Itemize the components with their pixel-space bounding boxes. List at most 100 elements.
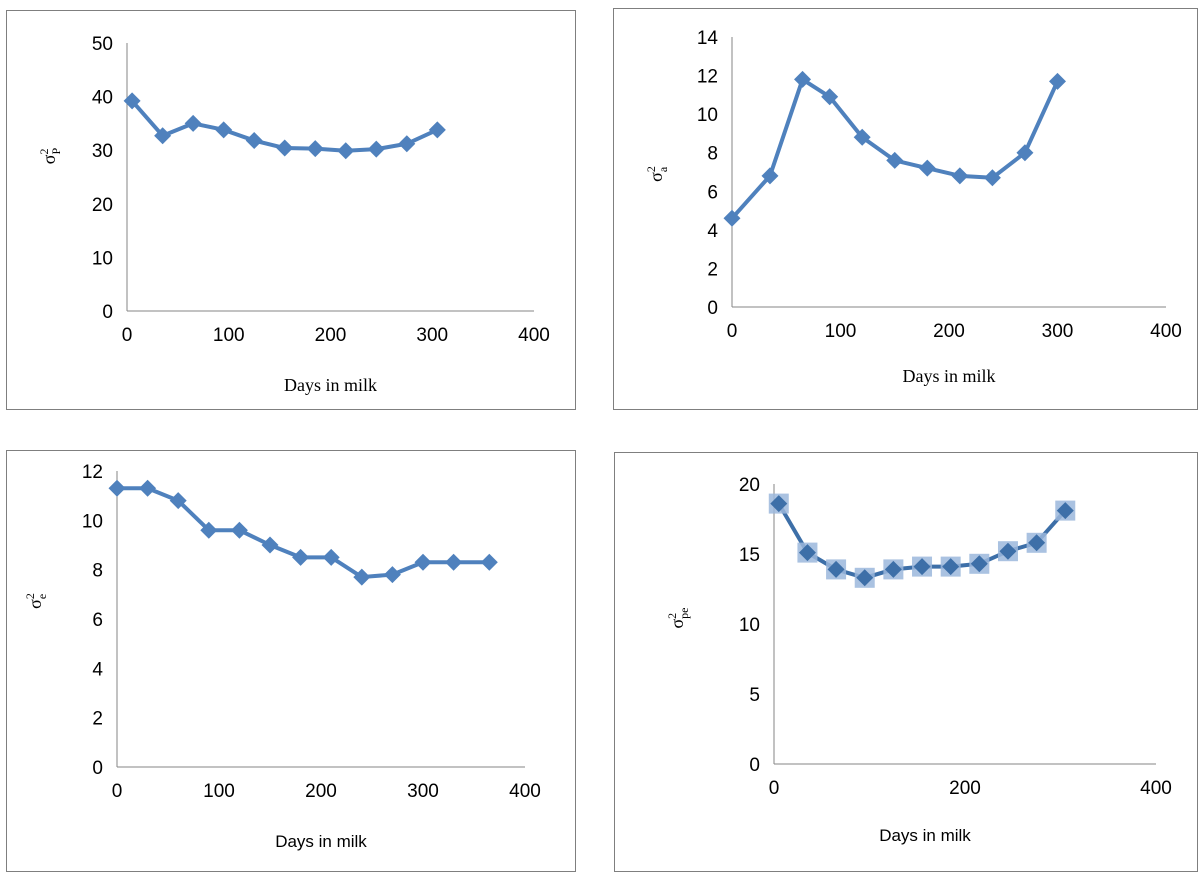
x-tick-label: 0 — [112, 781, 123, 802]
x-tick-label: 200 — [305, 781, 337, 802]
y-label-sub: a — [656, 166, 670, 172]
data-point — [723, 209, 741, 227]
data-point — [770, 495, 788, 513]
y-tick-label: 20 — [92, 195, 113, 216]
data-point — [853, 128, 871, 146]
data-point — [913, 558, 931, 576]
data-point — [798, 544, 816, 562]
x-tick-label: 200 — [949, 778, 981, 799]
x-tick-label: 400 — [509, 781, 541, 802]
y-label-base: σ — [25, 599, 45, 609]
data-point — [322, 548, 340, 566]
data-point — [970, 555, 988, 573]
y-tick-label: 10 — [697, 105, 718, 126]
y-tick-label: 30 — [92, 141, 113, 162]
y-tick-label: 12 — [82, 462, 103, 483]
data-point — [942, 558, 960, 576]
data-point — [276, 139, 294, 157]
data-point — [1056, 502, 1074, 520]
y-tick-label: 0 — [707, 298, 718, 319]
data-point — [123, 92, 141, 110]
y-axis-label: σ2e — [23, 593, 49, 609]
data-point — [169, 492, 187, 510]
x-tick-label: 400 — [518, 325, 550, 346]
x-tick-label: 300 — [1042, 321, 1074, 342]
x-tick-label: 0 — [727, 321, 738, 342]
chart-panel-variance-pe: 0 5 10 15 20 0 200 400 Days in milk σ2pe — [614, 452, 1198, 872]
y-tick-label: 6 — [707, 182, 718, 203]
data-point — [827, 560, 845, 578]
data-point — [230, 521, 248, 539]
y-tick-label: 5 — [749, 685, 760, 706]
data-point — [414, 553, 432, 571]
y-label-sup: 2 — [644, 166, 658, 172]
y-tick-label: 4 — [707, 221, 718, 242]
x-axis-label: Days in milk — [284, 375, 377, 395]
chart-panel-variance-p: 0 10 20 30 40 50 0 100 200 300 400 Days in milk σ2P — [6, 10, 576, 410]
data-point — [367, 140, 385, 158]
y-tick-label: 0 — [92, 758, 103, 779]
data-point — [1016, 144, 1034, 162]
data-point — [856, 569, 874, 587]
data-point — [951, 167, 969, 185]
data-point — [245, 132, 263, 150]
y-axis-label: σ2a — [644, 166, 670, 182]
y-tick-label: 2 — [707, 259, 718, 280]
y-tick-label: 15 — [739, 545, 760, 566]
y-tick-label: 10 — [739, 615, 760, 636]
x-tick-label: 300 — [407, 781, 439, 802]
y-tick-label: 2 — [92, 709, 103, 730]
x-tick-label: 0 — [769, 778, 780, 799]
x-tick-label: 100 — [825, 321, 857, 342]
series-line — [730, 77, 1060, 220]
data-point — [261, 536, 279, 554]
data-point — [983, 169, 1001, 187]
y-axis-label: σ2P — [37, 147, 63, 164]
data-point — [292, 548, 310, 566]
y-label-sub: pe — [677, 607, 691, 618]
x-tick-label: 100 — [213, 325, 245, 346]
data-point — [821, 88, 839, 106]
x-tick-label: 300 — [416, 325, 448, 346]
data-point — [215, 121, 233, 139]
data-point — [398, 135, 416, 153]
data-point — [794, 70, 812, 88]
data-point — [1028, 534, 1046, 552]
data-point — [999, 542, 1017, 560]
y-tick-label: 8 — [92, 561, 103, 582]
data-point — [480, 553, 498, 571]
y-label-sub: e — [35, 594, 49, 599]
data-point — [306, 140, 324, 158]
data-point — [1049, 72, 1066, 90]
data-point — [884, 560, 902, 578]
data-point — [139, 479, 157, 497]
y-tick-label: 4 — [92, 659, 103, 680]
chart-variance-p: 0 10 20 30 40 50 0 100 200 300 400 Days in milk σ2P — [37, 34, 550, 395]
y-label-base: σ — [667, 619, 687, 629]
x-tick-label: 200 — [933, 321, 965, 342]
data-point — [108, 479, 126, 497]
data-point — [761, 167, 779, 185]
chart-panel-variance-e: 0 2 4 6 8 10 12 0 100 200 300 400 Days in milk σ2e — [6, 450, 576, 872]
data-point — [428, 121, 446, 139]
y-tick-label: 0 — [749, 755, 760, 776]
y-tick-label: 20 — [739, 475, 760, 496]
chart-panel-variance-a: 0 2 4 6 8 10 12 14 0 100 200 300 400 Days in milk σ2a — [613, 8, 1198, 410]
data-point — [886, 151, 904, 169]
y-label-sup: 2 — [665, 613, 679, 619]
x-tick-label: 400 — [1140, 778, 1172, 799]
y-tick-label: 10 — [92, 248, 113, 269]
y-label-base: σ — [39, 154, 59, 164]
y-label-sub: P — [49, 147, 63, 154]
data-point — [445, 553, 463, 571]
data-point — [337, 142, 355, 160]
x-tick-label: 0 — [122, 325, 133, 346]
x-axis-label: Days in milk — [275, 832, 367, 851]
y-label-base: σ — [646, 172, 666, 182]
y-label-sup: 2 — [37, 148, 51, 154]
y-tick-label: 40 — [92, 88, 113, 109]
data-point — [154, 127, 172, 145]
y-tick-label: 0 — [102, 302, 113, 323]
